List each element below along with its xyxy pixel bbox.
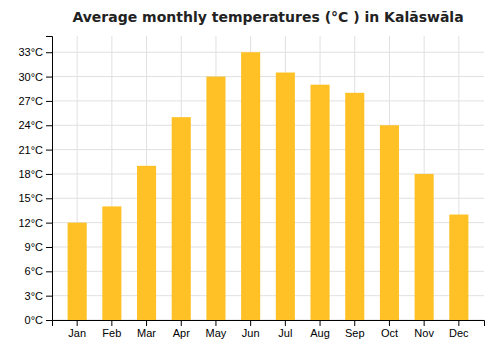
tick-mark <box>46 52 52 53</box>
tick-mark <box>77 320 78 326</box>
tick-mark <box>46 271 52 272</box>
tick-label: 27°C <box>18 95 43 107</box>
bar <box>415 174 434 320</box>
grid-line-y <box>52 52 484 53</box>
chart: Jan Feb Mar Apr May Jun Jul Aug Sep Oct Nov Dec 0°C 3… <box>0 0 500 350</box>
bar <box>276 73 295 320</box>
tick-label: Apr <box>173 327 190 339</box>
tick: Jun <box>242 320 260 339</box>
tick: Nov <box>414 320 434 339</box>
bar <box>380 125 399 320</box>
tick: May <box>206 320 227 339</box>
tick-mark <box>46 101 52 102</box>
tick-mark <box>46 247 52 248</box>
bar <box>137 166 156 320</box>
axis-line <box>53 321 485 327</box>
plot: Jan Feb Mar Apr May Jun Jul Aug Sep Oct Nov Dec 0°C 3… <box>18 36 484 339</box>
tick-label: Aug <box>310 327 330 339</box>
tick-label: 3°C <box>25 290 44 302</box>
tick-mark <box>354 320 355 326</box>
tick: Feb <box>102 320 121 339</box>
tick-mark <box>146 320 147 326</box>
tick: 30°C <box>18 71 52 83</box>
tick-label: Mar <box>137 327 156 339</box>
tick: Dec <box>449 320 469 339</box>
bar <box>449 215 468 320</box>
tick-label: Jul <box>278 327 292 339</box>
tick: Jul <box>278 320 292 339</box>
tick: Oct <box>381 320 398 339</box>
bar <box>172 117 191 320</box>
tick-label: 15°C <box>18 192 43 204</box>
tick: 33°C <box>18 46 52 58</box>
tick-mark <box>46 174 52 175</box>
tick-mark <box>181 320 182 326</box>
tick: Apr <box>173 320 190 339</box>
bar <box>68 223 87 320</box>
tick-label: Jan <box>68 327 86 339</box>
y-axis: 0°C 3°C 6°C 9°C 12°C 15°C 18°C 21°C 24°C 27°C 30°C… <box>18 37 52 327</box>
tick-label: 30°C <box>18 71 43 83</box>
grid-line-y <box>52 149 484 150</box>
tick-label: 0°C <box>25 314 44 326</box>
tick-mark <box>46 125 52 126</box>
bar <box>345 93 364 320</box>
tick: 3°C <box>25 290 52 302</box>
tick: 9°C <box>25 241 52 253</box>
tick: Aug <box>310 320 330 339</box>
tick-label: Dec <box>449 327 469 339</box>
tick: Sep <box>345 320 365 339</box>
tick-label: 12°C <box>18 217 43 229</box>
tick-label: May <box>206 327 227 339</box>
tick-mark <box>215 320 216 326</box>
tick-label: Nov <box>414 327 434 339</box>
tick-mark <box>320 320 321 326</box>
tick-mark <box>424 320 425 326</box>
tick: 24°C <box>18 119 52 131</box>
tick-mark <box>46 296 52 297</box>
tick-mark <box>285 320 286 326</box>
tick-label: 21°C <box>18 144 43 156</box>
tick-label: Jun <box>242 327 260 339</box>
bar <box>206 77 225 320</box>
tick: 6°C <box>25 265 52 277</box>
tick: 21°C <box>18 144 52 156</box>
bar <box>241 52 260 320</box>
tick-mark <box>46 223 52 224</box>
x-axis: Jan Feb Mar Apr May Jun Jul Aug Sep Oct Nov Dec <box>53 320 485 339</box>
tick: 15°C <box>18 192 52 204</box>
tick-mark <box>46 77 52 78</box>
tick-label: 6°C <box>25 265 44 277</box>
tick: 0°C <box>25 314 52 326</box>
tick-label: 18°C <box>18 168 43 180</box>
tick-label: 24°C <box>18 119 43 131</box>
axis-line <box>46 37 53 321</box>
tick: 18°C <box>18 168 52 180</box>
tick: 12°C <box>18 217 52 229</box>
tick: 27°C <box>18 95 52 107</box>
grid-line-y <box>52 100 484 101</box>
tick-label: 9°C <box>25 241 44 253</box>
tick-label: Oct <box>381 327 398 339</box>
grid-line-y <box>52 76 484 77</box>
tick-mark <box>111 320 112 326</box>
bar <box>102 206 121 320</box>
tick: Mar <box>137 320 156 339</box>
bars <box>68 52 469 320</box>
tick-label: Feb <box>102 327 121 339</box>
tick-mark <box>46 150 52 151</box>
bar <box>311 85 330 320</box>
tick-mark <box>389 320 390 326</box>
tick-label: 33°C <box>18 46 43 58</box>
title: Average monthly temperatures (°C ) in Ka… <box>72 9 463 25</box>
grid <box>52 36 484 320</box>
tick: Jan <box>68 320 86 339</box>
tick-mark <box>458 320 459 326</box>
tick-mark <box>46 198 52 199</box>
tick-mark <box>250 320 251 326</box>
grid-line-y <box>52 125 484 126</box>
tick-label: Sep <box>345 327 365 339</box>
tick-mark <box>46 320 52 321</box>
